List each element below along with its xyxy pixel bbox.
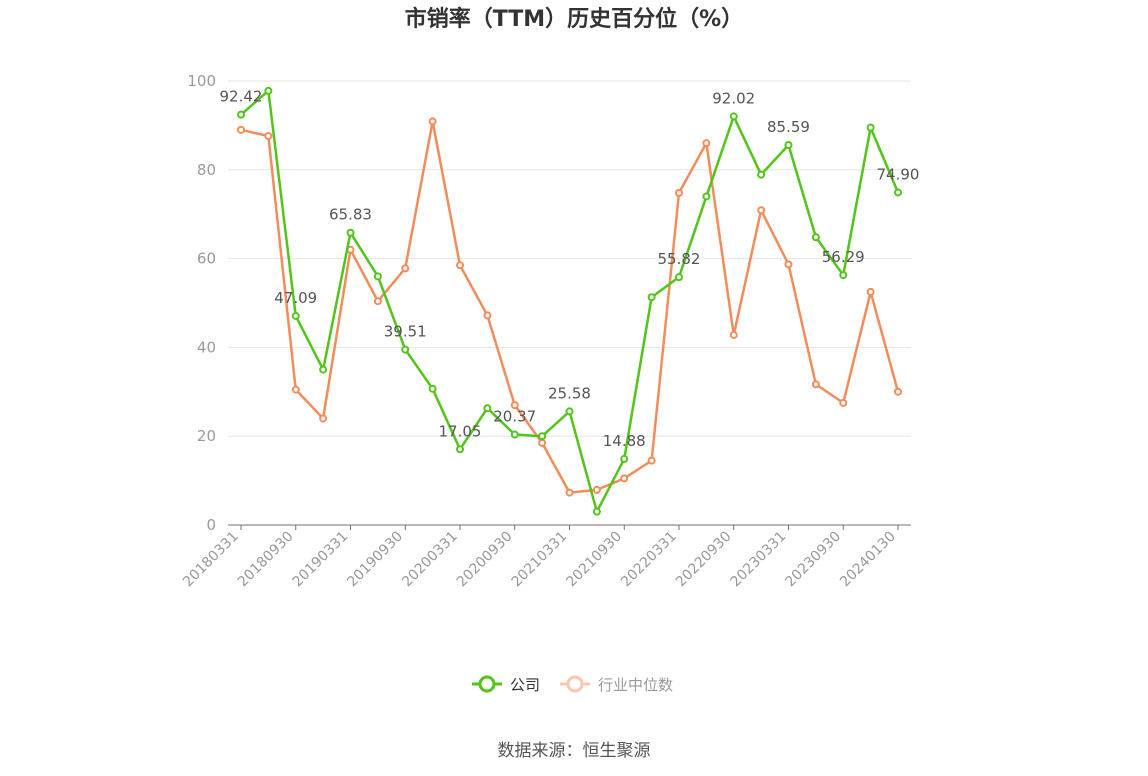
data-label: 25.58 <box>548 384 591 402</box>
y-tick-label: 20 <box>197 427 216 445</box>
x-tick-label: 20230331 <box>728 529 790 591</box>
x-tick-label: 20220930 <box>673 529 735 591</box>
x-tick-label: 20240130 <box>837 529 899 591</box>
data-point <box>784 140 793 149</box>
data-point <box>291 311 300 320</box>
x-tick-label: 20190331 <box>290 529 352 591</box>
data-point <box>456 261 464 270</box>
chart-title: 市销率（TTM）历史百分位（%） <box>405 6 743 32</box>
data-point <box>237 110 245 119</box>
legend-label: 行业中位数 <box>598 676 673 694</box>
data-point <box>702 192 711 201</box>
data-point <box>620 454 629 463</box>
x-tick-label: 20190930 <box>344 529 406 591</box>
x-tick-label: 20200331 <box>399 529 461 591</box>
series-group <box>237 86 902 516</box>
data-label: 39.51 <box>384 323 427 341</box>
data-point <box>757 206 766 215</box>
source-note: 数据来源：恒生聚源 <box>498 741 651 761</box>
data-point <box>702 139 711 148</box>
data-point <box>538 438 547 447</box>
data-point <box>729 112 738 121</box>
data-label: 65.83 <box>329 206 372 224</box>
data-point <box>237 125 245 134</box>
data-point <box>866 123 875 132</box>
y-tick-label: 60 <box>197 250 216 268</box>
data-point <box>620 474 629 483</box>
y-axis: 0 20 40 60 80 100 <box>187 72 216 534</box>
data-point <box>456 445 464 454</box>
data-label: 92.02 <box>712 89 755 107</box>
data-label: 14.88 <box>603 432 646 450</box>
data-label: 47.09 <box>274 289 317 307</box>
data-point <box>428 384 437 393</box>
x-axis: 2018033120180930201903312019093020200331… <box>180 524 911 591</box>
x-tick-label: 20230930 <box>782 529 844 591</box>
legend-marker <box>566 675 584 693</box>
data-point <box>373 272 382 281</box>
data-label: 56.29 <box>822 248 865 266</box>
legend[interactable]: 公司 行业中位数 <box>472 675 673 694</box>
data-label: 17.05 <box>439 422 482 440</box>
data-point <box>839 398 848 407</box>
y-tick-label: 80 <box>197 161 216 179</box>
grid-lines <box>228 80 911 437</box>
data-point <box>510 401 519 410</box>
data-point <box>483 404 492 413</box>
data-point <box>784 260 793 269</box>
data-point <box>811 233 820 242</box>
data-point <box>264 86 273 95</box>
data-label: 74.90 <box>877 165 920 183</box>
data-label: 20.37 <box>493 408 536 426</box>
data-point <box>264 132 273 141</box>
data-point <box>291 385 300 394</box>
data-point <box>565 407 574 416</box>
data-point <box>866 287 875 296</box>
data-label: 85.59 <box>767 118 810 136</box>
data-point <box>647 456 656 465</box>
data-point <box>565 488 574 497</box>
data-point <box>729 330 738 339</box>
series-line <box>240 89 900 513</box>
data-point <box>811 380 820 389</box>
data-point <box>401 345 410 354</box>
x-tick-label: 20200930 <box>454 529 516 591</box>
data-point <box>757 170 766 179</box>
x-tick-label: 20220331 <box>618 529 680 591</box>
data-point <box>401 264 410 273</box>
data-point <box>510 430 519 439</box>
data-point <box>592 507 601 516</box>
data-point <box>538 432 547 441</box>
legend-item[interactable]: 行业中位数 <box>560 675 673 694</box>
data-point <box>373 297 382 306</box>
y-tick-label: 40 <box>197 338 216 356</box>
data-point <box>675 273 683 282</box>
y-tick-label: 100 <box>187 72 216 90</box>
data-point <box>675 188 683 197</box>
x-tick-label: 20180930 <box>235 529 297 591</box>
legend-label: 公司 <box>510 676 540 694</box>
y-tick-label: 0 <box>206 516 216 534</box>
data-point <box>428 117 437 126</box>
legend-item[interactable]: 公司 <box>472 675 540 694</box>
data-label: 55.82 <box>658 250 701 268</box>
data-point <box>894 387 902 396</box>
data-point <box>839 271 848 280</box>
data-point <box>319 365 328 374</box>
data-point <box>647 293 656 302</box>
data-point <box>894 188 902 197</box>
legend-marker <box>478 675 496 693</box>
data-labels: 92.42 47.09 65.83 39.51 17.05 20.37 25.58 14.88… <box>220 88 920 450</box>
data-point <box>592 485 601 494</box>
data-point <box>346 228 355 237</box>
data-point <box>483 311 492 320</box>
x-tick-label: 20210331 <box>509 529 571 591</box>
data-label: 92.42 <box>220 88 263 106</box>
x-tick-label: 20210930 <box>563 529 625 591</box>
x-tick-label: 20180331 <box>180 529 242 591</box>
series-line <box>240 120 900 494</box>
data-point <box>319 414 328 423</box>
